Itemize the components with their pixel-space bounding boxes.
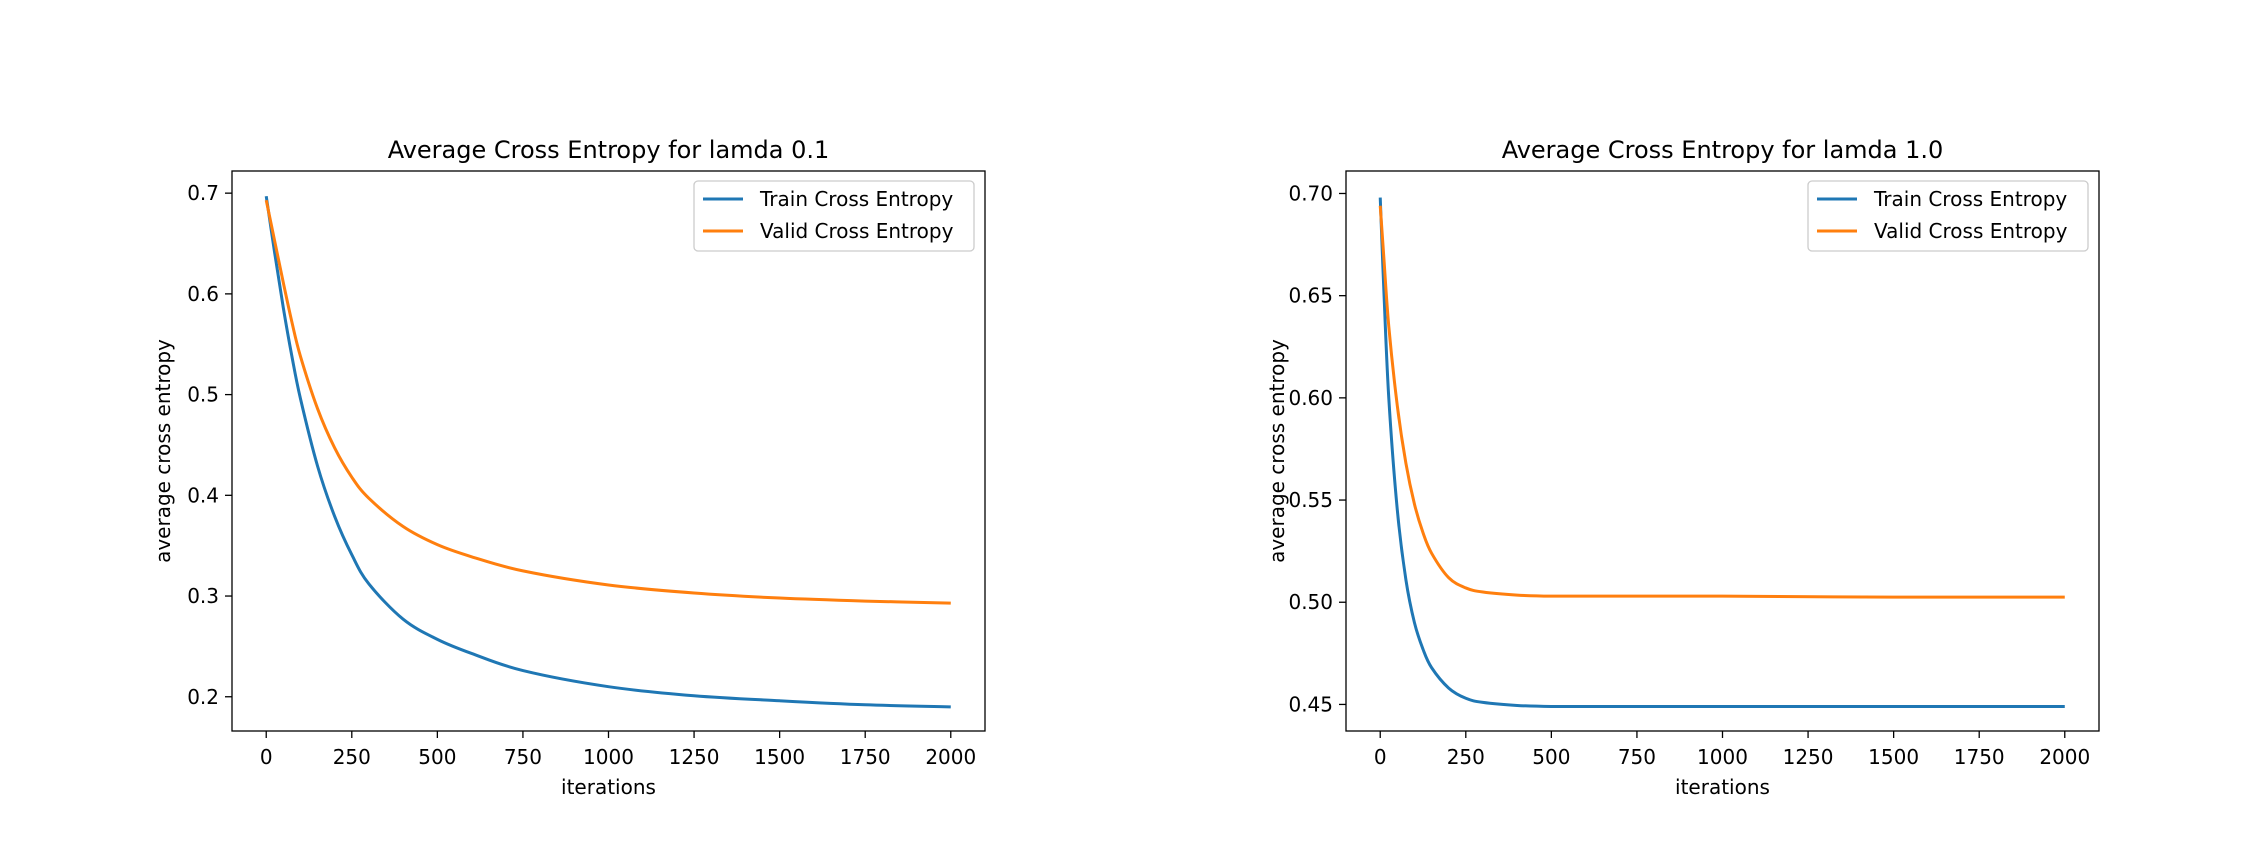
x-tick-label: 0 xyxy=(260,745,273,769)
plot-area xyxy=(1378,197,2065,708)
x-tick-label: 1000 xyxy=(583,745,634,769)
x-axis-label: iterations xyxy=(561,775,656,799)
y-tick-label: 0.65 xyxy=(1288,284,1333,308)
y-tick-label: 0.60 xyxy=(1288,386,1333,410)
x-tick-label: 1750 xyxy=(1954,745,2005,769)
series-line-train-cross-entropy xyxy=(1378,197,2065,708)
y-tick-label: 0.5 xyxy=(187,383,219,407)
x-tick-label: 1000 xyxy=(1697,745,1748,769)
x-tick-label: 2000 xyxy=(2039,745,2090,769)
legend-label: Train Cross Entropy xyxy=(759,187,953,211)
legend-label: Valid Cross Entropy xyxy=(1874,219,2068,243)
x-tick-label: 1500 xyxy=(1868,745,1919,769)
chart-title: Average Cross Entropy for lamda 0.1 xyxy=(388,136,830,164)
chart-panel-lamda-1.0: 0 250 500 750 1000 1250 1500 1750 2000 0.45 0.50 0.… xyxy=(1265,136,2100,799)
legend: Train Cross Entropy Valid Cross Entropy xyxy=(693,180,975,252)
x-tick-label: 1250 xyxy=(1783,745,1834,769)
axes-frame xyxy=(1345,170,2100,732)
chart-panel-lamda-0.1: 0 250 500 750 1000 1250 1500 1750 2000 0.2 0.3 0.4 0… xyxy=(151,136,986,799)
y-tick-label: 0.50 xyxy=(1288,590,1333,614)
legend-label: Train Cross Entropy xyxy=(1873,187,2067,211)
series-line-valid-cross-entropy xyxy=(264,199,951,605)
y-tick-label: 0.6 xyxy=(187,282,219,306)
y-tick-label: 0.2 xyxy=(187,685,219,709)
x-tick-label: 500 xyxy=(1532,745,1570,769)
series-line-train-cross-entropy xyxy=(264,195,951,709)
axes-frame xyxy=(231,170,986,732)
x-tick-label: 1250 xyxy=(669,745,720,769)
legend: Train Cross Entropy Valid Cross Entropy xyxy=(1807,180,2089,252)
y-axis-label: average cross entropy xyxy=(1265,339,1289,563)
y-tick-label: 0.55 xyxy=(1288,488,1333,512)
y-tick-label: 0.45 xyxy=(1288,692,1333,716)
x-tick-label: 1750 xyxy=(840,745,891,769)
y-axis-label: average cross entropy xyxy=(151,339,175,563)
plot-area xyxy=(264,195,951,709)
y-tick-label: 0.7 xyxy=(187,181,219,205)
y-tick-label: 0.70 xyxy=(1288,181,1333,205)
x-tick-label: 250 xyxy=(333,745,371,769)
x-tick-label: 2000 xyxy=(925,745,976,769)
chart-title: Average Cross Entropy for lamda 1.0 xyxy=(1502,136,1944,164)
x-tick-label: 500 xyxy=(418,745,456,769)
x-tick-label: 250 xyxy=(1447,745,1485,769)
legend-label: Valid Cross Entropy xyxy=(760,219,954,243)
series-line-valid-cross-entropy xyxy=(1378,205,2065,599)
legend-box xyxy=(1807,180,2089,252)
x-tick-label: 1500 xyxy=(754,745,805,769)
x-tick-label: 0 xyxy=(1374,745,1387,769)
y-tick-label: 0.3 xyxy=(187,584,219,608)
legend-box xyxy=(693,180,975,252)
x-axis-label: iterations xyxy=(1675,775,1770,799)
x-tick-label: 750 xyxy=(504,745,542,769)
y-tick-label: 0.4 xyxy=(187,483,219,507)
x-tick-label: 750 xyxy=(1618,745,1656,769)
